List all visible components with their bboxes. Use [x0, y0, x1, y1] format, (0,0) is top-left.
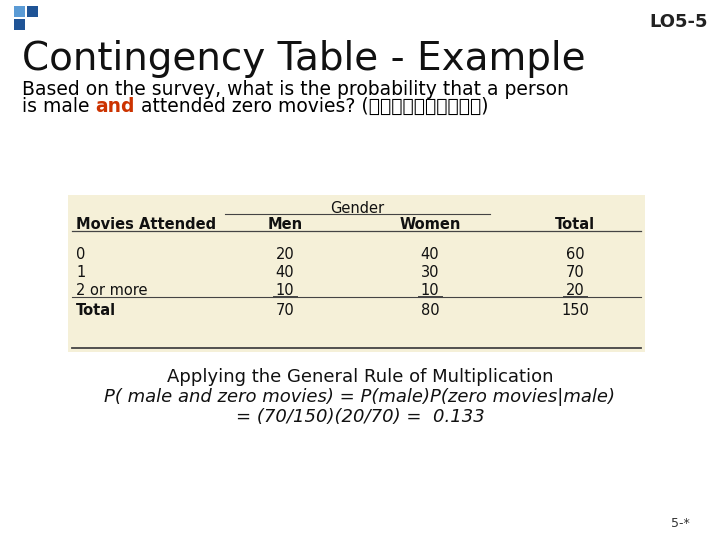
Text: 5-*: 5-* [670, 517, 689, 530]
Text: LO5-5: LO5-5 [649, 13, 708, 31]
Bar [14, 19, 25, 30]
Text: Gender: Gender [330, 201, 384, 216]
Text: = (70/150)(20/70) =  0.133: = (70/150)(20/70) = 0.133 [235, 408, 485, 426]
Text: 70: 70 [276, 303, 294, 318]
Text: 20: 20 [276, 247, 294, 262]
Text: P( male and zero movies) = P(male)P(zero movies|male): P( male and zero movies) = P(male)P(zero… [104, 388, 616, 406]
Text: Based on the survey, what is the probability that a person: Based on the survey, what is the probabi… [22, 80, 569, 99]
Text: 70: 70 [566, 265, 585, 280]
Text: 40: 40 [420, 247, 439, 262]
Text: 10: 10 [276, 283, 294, 298]
Bar [68, 195, 645, 352]
Text: Contingency Table - Example: Contingency Table - Example [22, 40, 585, 78]
Bar [14, 6, 25, 17]
Text: 1: 1 [76, 265, 85, 280]
Text: 60: 60 [566, 247, 585, 262]
Bar [27, 6, 38, 17]
Text: 40: 40 [276, 265, 294, 280]
Text: attended zero movies? (求聯合機率，獨立否？): attended zero movies? (求聯合機率，獨立否？) [135, 97, 488, 116]
Text: Applying the General Rule of Multiplication: Applying the General Rule of Multiplicat… [167, 368, 553, 386]
Text: Women: Women [400, 217, 461, 232]
Text: 20: 20 [566, 283, 585, 298]
Text: 30: 30 [420, 265, 439, 280]
Text: 10: 10 [420, 283, 439, 298]
Text: 150: 150 [561, 303, 589, 318]
Text: Total: Total [555, 217, 595, 232]
Text: 0: 0 [76, 247, 86, 262]
Text: 80: 80 [420, 303, 439, 318]
Text: Total: Total [76, 303, 116, 318]
Text: is male: is male [22, 97, 96, 116]
Text: 2 or more: 2 or more [76, 283, 148, 298]
Text: and: and [96, 97, 135, 116]
Text: Men: Men [267, 217, 302, 232]
Text: Movies Attended: Movies Attended [76, 217, 216, 232]
